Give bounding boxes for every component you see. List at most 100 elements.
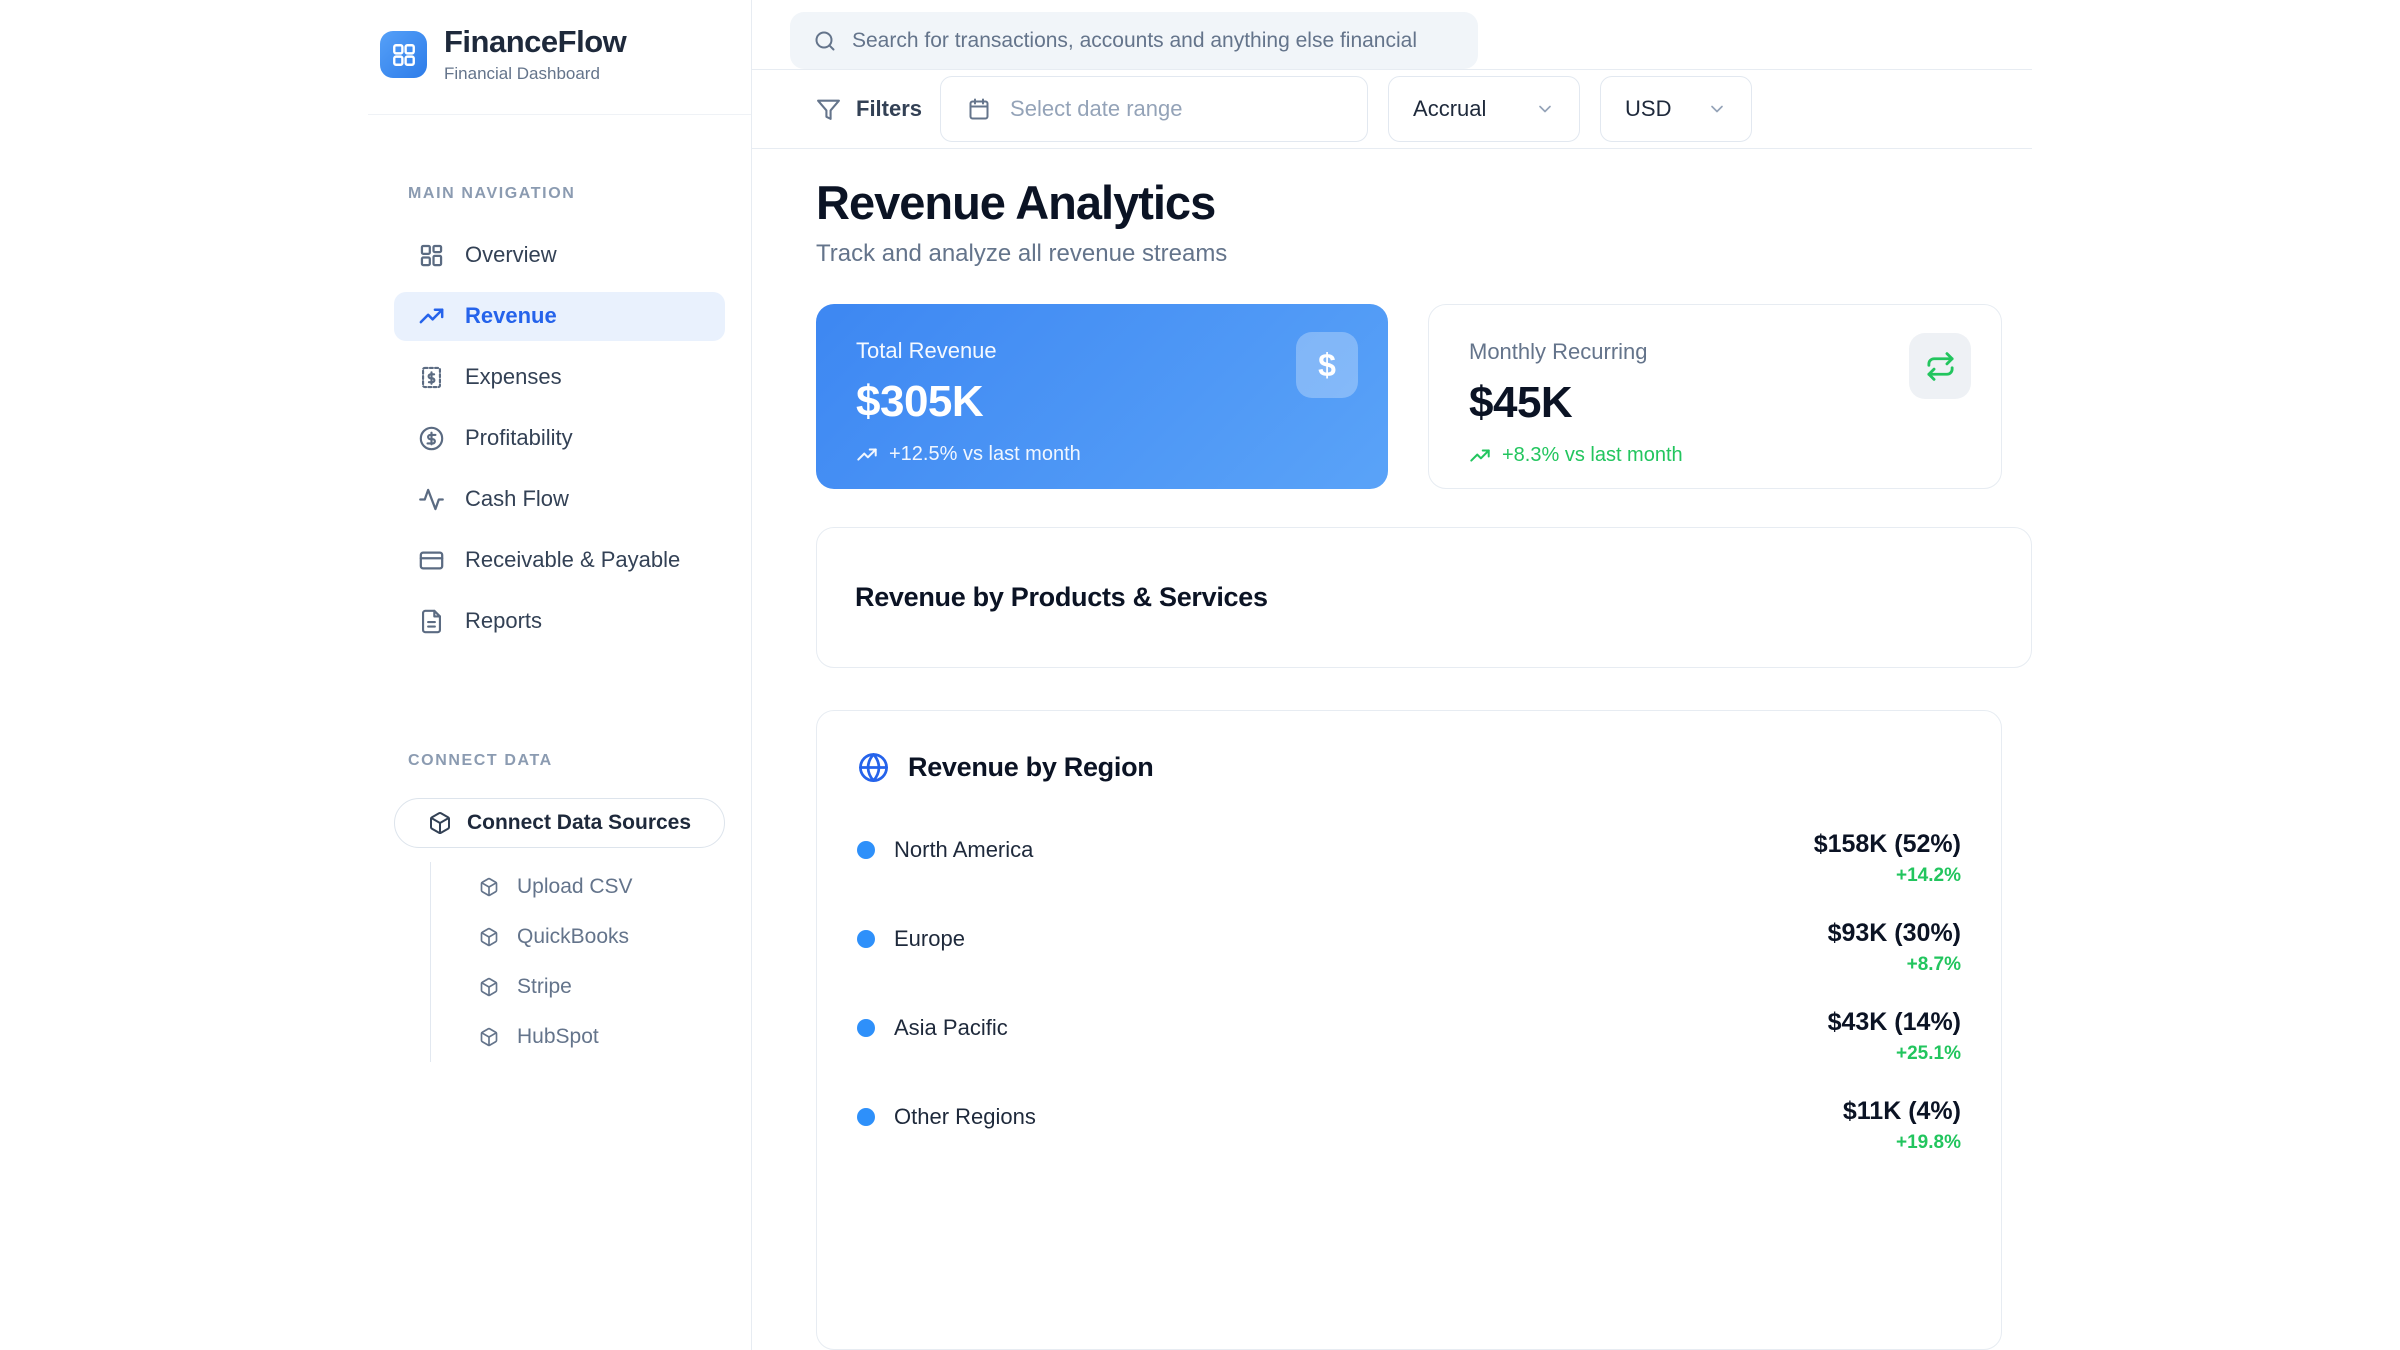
region-row-right: $11K (4%) +19.8%	[1843, 1097, 1961, 1154]
currency-value: USD	[1625, 96, 1672, 121]
circle-dollar-icon	[419, 426, 444, 450]
kpi-value: $305K	[856, 377, 984, 426]
accounting-basis-select[interactable]: Accrual	[1388, 76, 1581, 142]
region-row-left: Europe	[857, 919, 965, 952]
calendar-icon	[969, 98, 989, 120]
source-item-quickbooks[interactable]: QuickBooks	[431, 912, 725, 962]
sidebar-item-label: Reports	[465, 608, 543, 634]
dollar-icon: $	[1296, 332, 1358, 398]
monthly-recurring-card: Monthly Recurring $45K +8.3% vs last mon…	[1428, 304, 2002, 489]
source-item-stripe[interactable]: Stripe	[431, 962, 725, 1012]
region-value: $158K (52%)	[1813, 830, 1961, 858]
region-row-north-america: North America $158K (52%) +14.2%	[857, 830, 1961, 887]
region-value: $43K (14%)	[1827, 1008, 1961, 1036]
sidebar-item-label: Overview	[465, 242, 557, 268]
region-value: $93K (30%)	[1827, 919, 1961, 947]
search-input[interactable]	[852, 28, 1455, 53]
region-name: Asia Pacific	[894, 1015, 1008, 1040]
region-row-left: Other Regions	[857, 1097, 1036, 1130]
activity-icon	[419, 488, 444, 510]
trending-up-icon	[419, 308, 444, 323]
dashboard-icon	[420, 244, 443, 266]
sidebar-item-revenue[interactable]: Revenue	[394, 291, 725, 341]
kpi-label: Total Revenue	[856, 338, 997, 363]
funnel-icon	[817, 99, 840, 120]
region-row-right: $43K (14%) +25.1%	[1828, 1008, 1961, 1065]
top-bar	[752, 0, 2032, 70]
date-range-placeholder: Select date range	[1010, 96, 1183, 121]
sidebar-item-label: Receivable & Payable	[465, 547, 681, 573]
sidebar-item-label: Expenses	[465, 364, 562, 390]
sidebar-item-expenses[interactable]: Expenses	[394, 353, 725, 402]
cube-icon	[480, 927, 498, 946]
credit-card-icon	[419, 551, 444, 570]
main-area: Filters Select date range Accrual USD Re…	[752, 0, 2032, 1350]
revenue-by-products-card: Revenue by Products & Services	[816, 527, 2032, 668]
cube-icon	[480, 1027, 498, 1046]
region-value: $11K (4%)	[1842, 1097, 1961, 1125]
chevron-down-icon	[1711, 105, 1723, 113]
region-dot-icon	[857, 1108, 875, 1126]
region-row-other-regions: Other Regions $11K (4%) +19.8%	[857, 1097, 1961, 1154]
app-logo-icon	[380, 31, 427, 79]
connect-button-label: Connect Data Sources	[466, 810, 692, 834]
repeat-icon	[1909, 333, 1971, 399]
region-row-left: North America	[857, 830, 1033, 863]
products-section-title: Revenue by Products & Services	[855, 582, 1268, 612]
region-dot-icon	[857, 841, 875, 859]
connect-data-sources-button[interactable]: Connect Data Sources	[394, 797, 725, 848]
kpi-cards-row: Total Revenue $305K +12.5% vs last month…	[816, 304, 2002, 489]
region-rows: North America $158K (52%) +14.2% Europe	[857, 830, 1961, 1154]
connect-section-label: CONNECT DATA	[408, 751, 553, 769]
cube-icon	[480, 877, 498, 896]
filters-bar: Filters Select date range Accrual USD	[752, 70, 2032, 149]
sidebar: FinanceFlow Financial Dashboard MAIN NAV…	[368, 0, 752, 1350]
kpi-delta: +12.5% vs last month	[856, 443, 1348, 466]
sidebar-item-cash-flow[interactable]: Cash Flow	[394, 475, 725, 524]
region-row-asia-pacific: Asia Pacific $43K (14%) +25.1%	[857, 1008, 1961, 1065]
region-growth: +25.1%	[1896, 1043, 1961, 1064]
region-name: Other Regions	[894, 1104, 1036, 1129]
sidebar-item-label: Revenue	[465, 303, 557, 329]
region-dot-icon	[857, 1019, 875, 1037]
receipt-icon	[421, 366, 442, 388]
trending-up-icon	[1470, 448, 1490, 462]
brand-name: FinanceFlow	[444, 24, 627, 59]
region-row-right: $158K (52%) +14.2%	[1814, 830, 1961, 887]
brand-tagline: Financial Dashboard	[444, 63, 600, 83]
file-text-icon	[421, 609, 442, 633]
region-growth: +14.2%	[1896, 865, 1961, 886]
cube-icon	[480, 977, 498, 996]
sidebar-item-receivable-payable[interactable]: Receivable & Payable	[394, 536, 725, 585]
currency-select[interactable]: USD	[1600, 76, 1753, 142]
region-growth: +19.8%	[1896, 1132, 1961, 1153]
sidebar-item-profitability[interactable]: Profitability	[394, 414, 725, 463]
app-window: FinanceFlow Financial Dashboard MAIN NAV…	[368, 0, 2032, 1350]
kpi-value: $45K	[1469, 378, 1573, 427]
kpi-delta: +8.3% vs last month	[1469, 444, 1961, 467]
region-dot-icon	[857, 930, 875, 948]
filters-toggle[interactable]: Filters	[816, 96, 922, 122]
region-name: North America	[894, 837, 1034, 862]
sidebar-item-reports[interactable]: Reports	[394, 597, 725, 646]
globe-icon	[859, 753, 888, 782]
source-item-hubspot[interactable]: HubSpot	[431, 1012, 725, 1062]
kpi-delta-text: +12.5% vs last month	[889, 443, 1081, 465]
main-navigation: MAIN NAVIGATION Overview Revenue	[368, 185, 751, 658]
date-range-picker[interactable]: Select date range	[940, 76, 1369, 142]
kpi-label: Monthly Recurring	[1469, 339, 1648, 364]
source-item-upload-csv[interactable]: Upload CSV	[431, 862, 725, 912]
source-item-label: QuickBooks	[517, 924, 630, 948]
global-search	[790, 12, 1478, 69]
brand-text: FinanceFlow Financial Dashboard	[444, 24, 627, 84]
cube-icon	[429, 811, 450, 834]
brand-header: FinanceFlow Financial Dashboard	[368, 0, 751, 115]
page-title: Revenue Analytics	[816, 176, 1216, 229]
sidebar-item-overview[interactable]: Overview	[394, 231, 725, 280]
nav-section-label: MAIN NAVIGATION	[408, 184, 576, 202]
page-content: Revenue Analytics Track and analyze all …	[752, 149, 2032, 1350]
data-sources-list: Upload CSV QuickBooks Stripe HubSpot	[430, 861, 725, 1062]
total-revenue-card: Total Revenue $305K +12.5% vs last month…	[816, 304, 1388, 489]
region-header: Revenue by Region	[857, 751, 1961, 784]
kpi-delta-text: +8.3% vs last month	[1502, 444, 1683, 466]
